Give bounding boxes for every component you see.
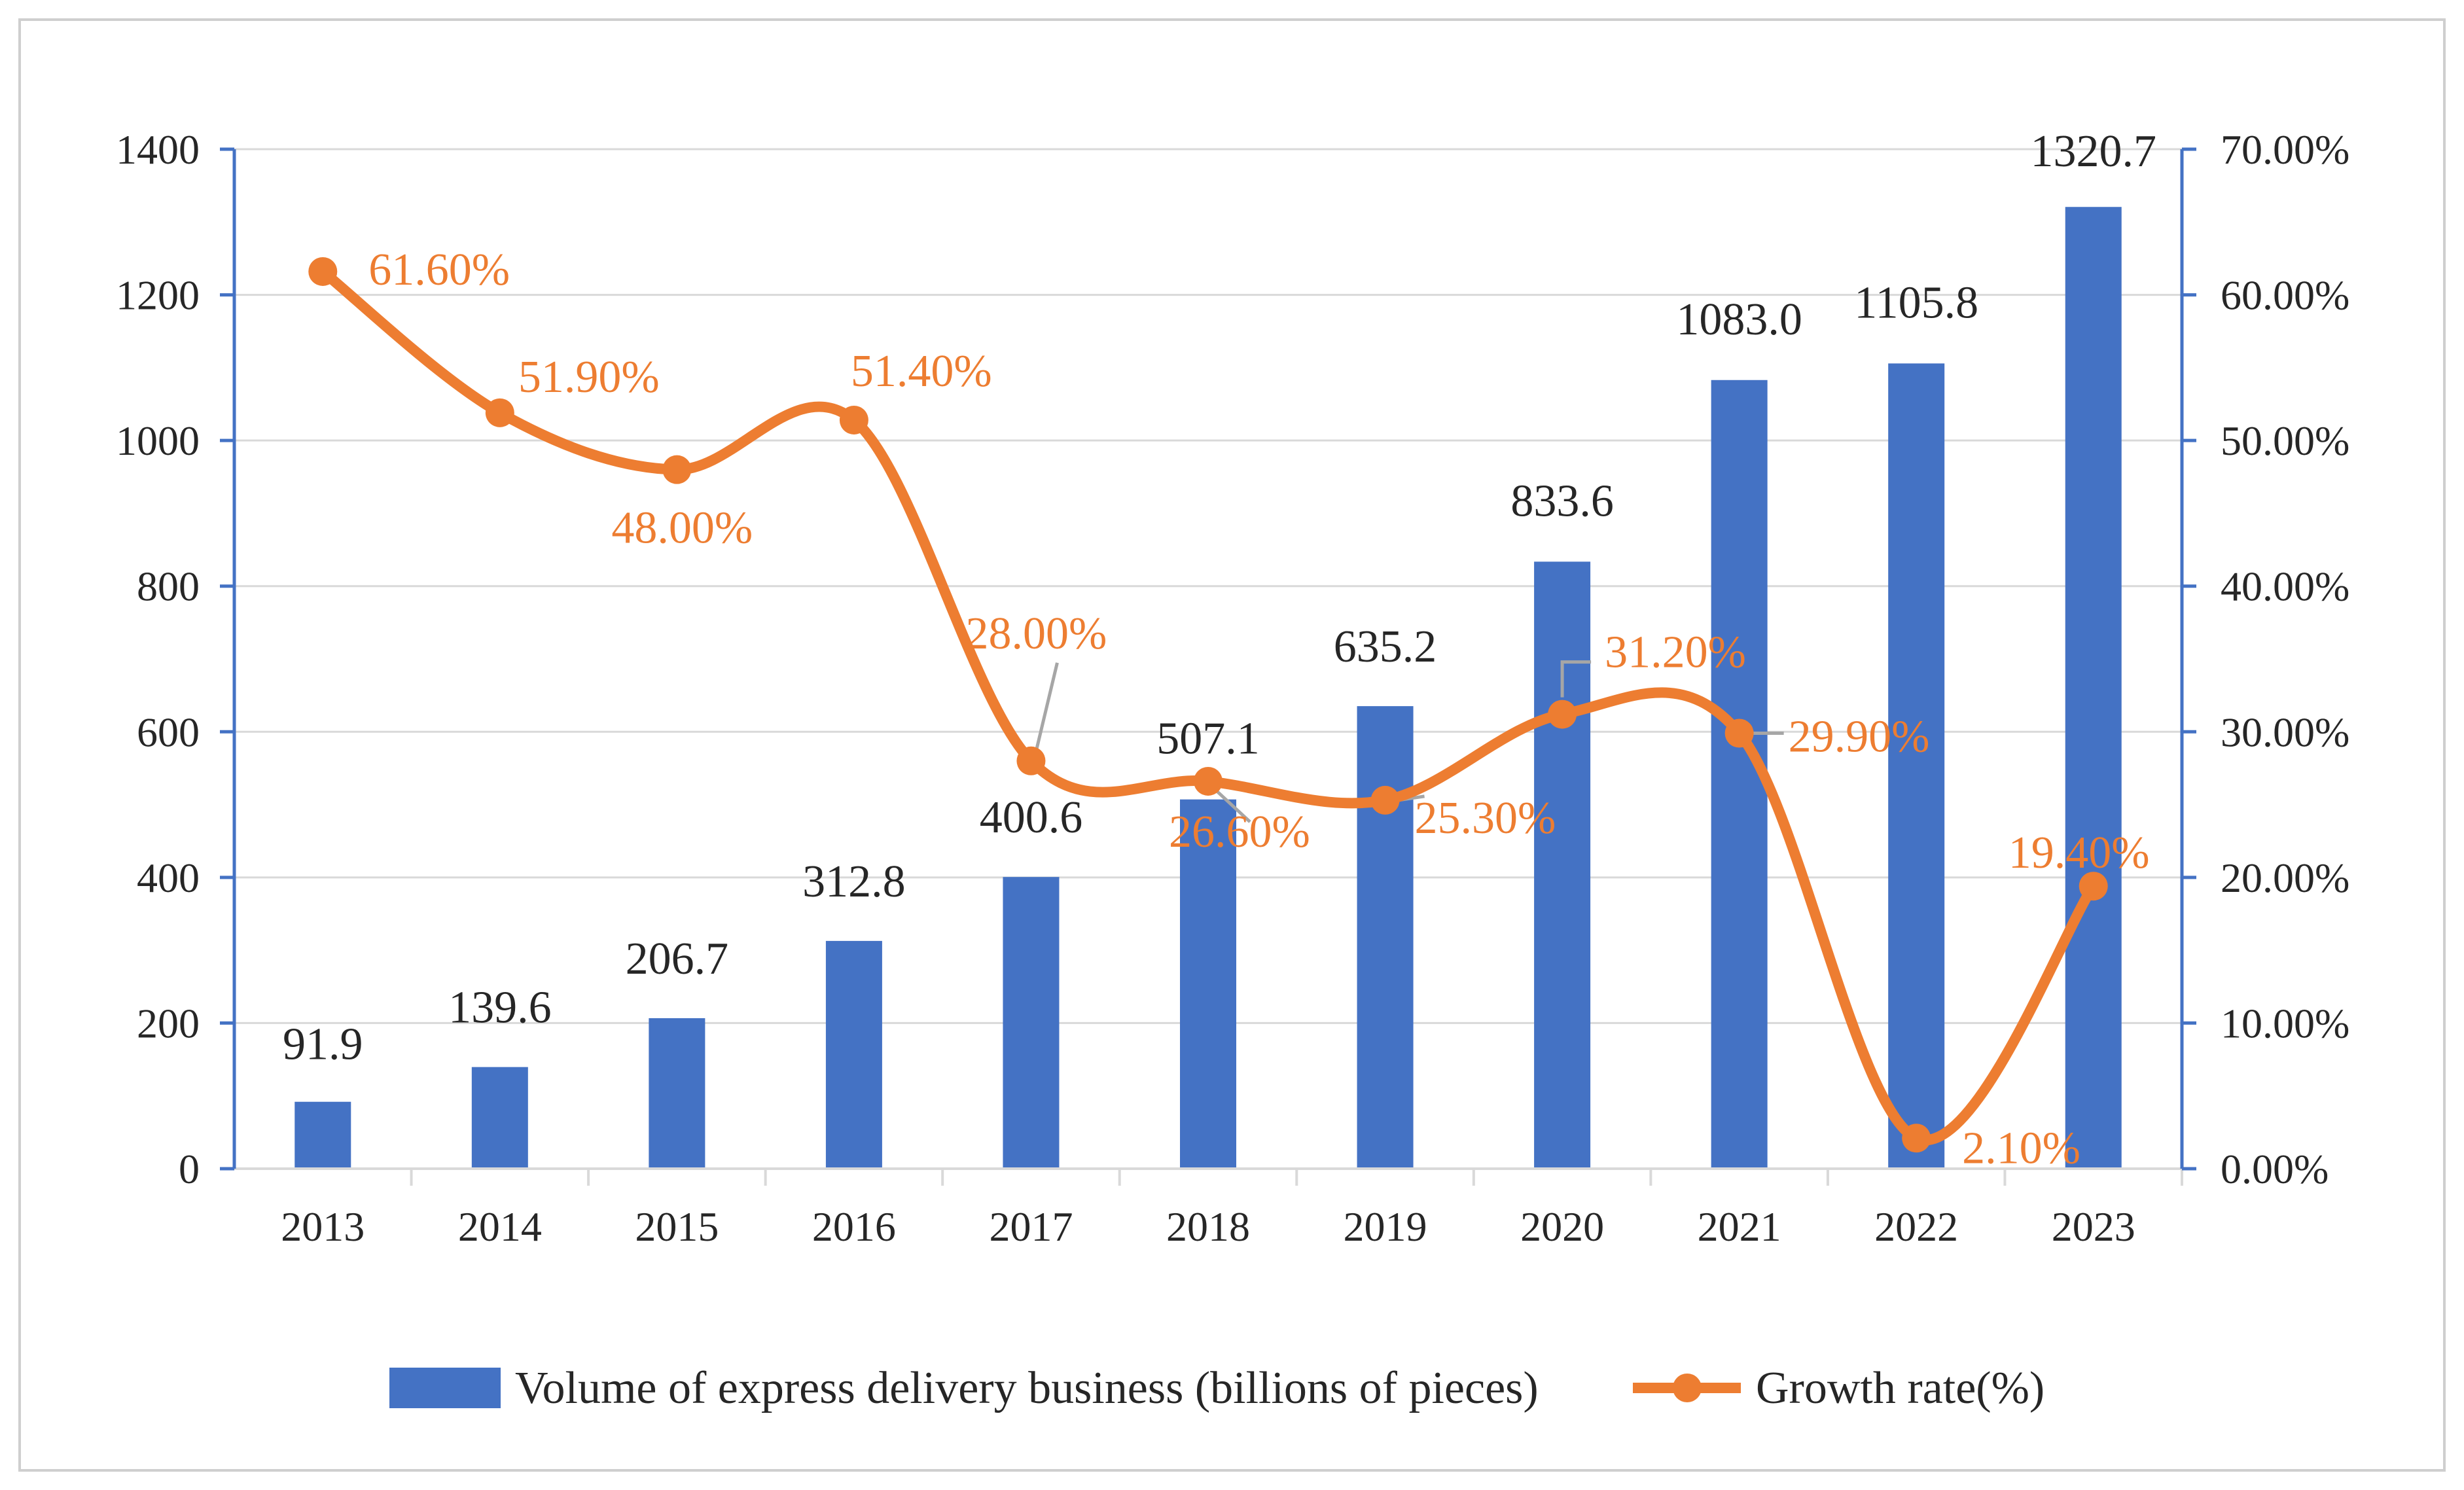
bar [2065,207,2122,1169]
x-tick-label: 2014 [458,1203,542,1250]
growth-rate-label: 51.40% [851,346,992,397]
x-tick-label: 2015 [635,1203,719,1250]
line-series [308,257,2108,1153]
right-tick-label: 70.00% [2221,126,2349,173]
x-tick-label: 2023 [2052,1203,2135,1250]
growth-rate-label: 28.00% [965,609,1107,659]
x-tick-label: 2020 [1520,1203,1604,1250]
legend: Volume of express delivery business (bil… [389,1363,2044,1413]
bar-value-label: 1105.8 [1854,277,1978,328]
left-tick-label: 1200 [116,272,200,319]
legend-line-marker [1673,1374,1702,1402]
right-tick-label: 10.00% [2221,1000,2349,1046]
chart-frame [18,18,2446,1472]
right-tick-label: 40.00% [2221,563,2349,610]
left-tick-label: 800 [137,563,200,610]
bar [1888,363,1945,1169]
growth-rate-marker [1548,700,1577,729]
right-tick-label: 30.00% [2221,709,2349,755]
growth-rate-label: 2.10% [1962,1123,2080,1173]
bar-value-label: 139.6 [448,983,552,1033]
bar-value-label: 206.7 [626,934,729,984]
bar-value-label: 1083.0 [1676,294,1802,345]
axes: 2013 2014 2015 2016 2017 2018 2019 2020 2021 2022… [116,126,2349,1250]
growth-rate-marker [1902,1124,1931,1153]
x-tick-label: 2021 [1698,1203,1781,1250]
growth-rate-marker [839,405,868,435]
bar [471,1067,528,1169]
right-tick-label: 50.00% [2221,417,2349,464]
growth-rate-label: 29.90% [1789,712,1930,762]
x-tick-label: 2022 [1874,1203,1958,1250]
growth-rate-label: 25.30% [1415,793,1556,843]
left-tick-label: 600 [137,709,200,755]
growth-rate-marker [1194,766,1223,796]
x-tick-label: 2013 [281,1203,365,1250]
bar [649,1018,705,1169]
bar [825,940,882,1169]
leader-line [1560,660,1592,698]
bar-value-label: 1320.7 [2030,126,2156,177]
growth-rate-marker [1016,746,1046,775]
growth-rate-marker [662,455,692,484]
growth-rate-label: 26.60% [1169,807,1310,857]
legend-line-label: Growth rate(%) [1756,1363,2044,1413]
bar-value-label: 507.1 [1156,714,1260,764]
growth-rate-marker [485,398,514,427]
growth-rate-label: 31.20% [1605,628,1746,678]
growth-rate-marker [308,257,338,286]
legend-bar-label: Volume of express delivery business (bil… [515,1363,1539,1413]
right-tick-label: 0.00% [2221,1146,2329,1192]
growth-rate-marker [2079,872,2108,901]
bar-value-label: 833.6 [1510,476,1614,526]
bar-value-label: 312.8 [802,857,906,907]
leader-line [1035,662,1059,751]
bar [295,1101,351,1169]
bar-value-label: 91.9 [283,1020,363,1070]
x-tick-label: 2016 [812,1203,896,1250]
left-tick-label: 400 [137,855,200,901]
left-tick-label: 0 [179,1146,200,1192]
bar-value-label: 400.6 [980,792,1083,843]
leader-line [1213,788,1251,823]
growth-rate-marker [1724,718,1754,748]
left-tick-label: 200 [137,1000,200,1046]
growth-rate-label: 51.90% [518,352,660,402]
bar [1357,706,1414,1169]
legend-bar-swatch [389,1368,501,1408]
bar-value-label: 635.2 [1334,622,1437,672]
bar [1003,877,1060,1169]
x-tick-label: 2018 [1166,1203,1250,1250]
growth-rate-label: 61.60% [368,245,510,295]
growth-rate-label: 19.40% [2009,828,2150,878]
data-labels: 91.9 139.6 206.7 312.8 400.6 507.1 635.2 833.6 1… [283,126,2156,1173]
x-tick-label: 2019 [1344,1203,1427,1250]
left-tick-label: 1000 [116,417,200,464]
bar [1180,799,1236,1169]
right-tick-label: 20.00% [2221,855,2349,901]
x-tick-label: 2017 [989,1203,1073,1250]
growth-rate-marker [1370,785,1400,815]
left-tick-label: 1400 [116,126,200,173]
bar [1534,561,1591,1169]
growth-rate-label: 48.00% [611,503,753,554]
right-tick-label: 60.00% [2221,272,2349,319]
